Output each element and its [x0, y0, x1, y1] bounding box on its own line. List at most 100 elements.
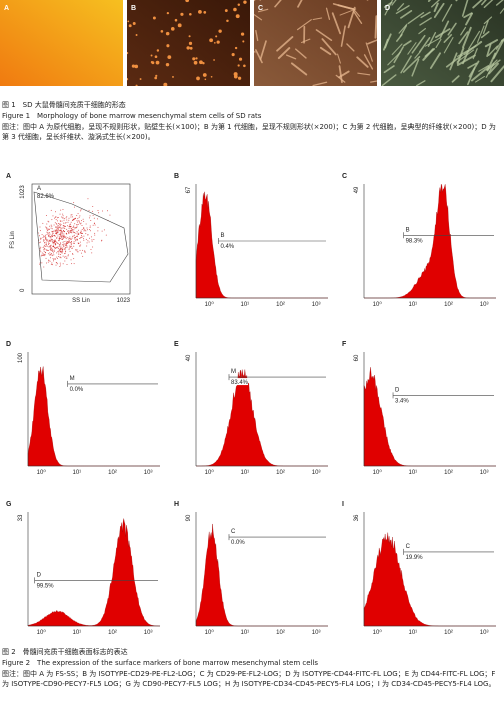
event — [92, 210, 94, 212]
event — [50, 224, 52, 226]
event — [50, 209, 52, 211]
event — [39, 241, 41, 243]
cell — [338, 65, 343, 84]
x-tick-label: 10³ — [480, 630, 489, 636]
cell — [237, 76, 242, 80]
cell — [391, 0, 397, 6]
event — [49, 245, 51, 247]
event — [87, 229, 89, 231]
event — [66, 246, 68, 248]
event — [105, 234, 107, 236]
histogram — [27, 518, 161, 627]
cell — [150, 54, 153, 57]
event — [52, 241, 54, 243]
cell — [277, 47, 291, 60]
event — [55, 226, 57, 228]
event — [64, 228, 66, 230]
gate-percent: 99.5% — [37, 583, 55, 589]
micrograph-image: B — [127, 0, 250, 86]
event — [54, 211, 56, 213]
cell — [216, 40, 220, 44]
cell — [468, 60, 480, 78]
cell — [478, 64, 490, 72]
event — [79, 241, 81, 243]
event — [78, 233, 80, 235]
event — [43, 244, 45, 246]
event — [79, 232, 81, 234]
cell — [325, 7, 331, 20]
event — [80, 231, 82, 233]
event — [80, 236, 82, 238]
cell — [195, 57, 198, 60]
cell — [213, 42, 216, 44]
cell — [374, 15, 377, 39]
gate — [33, 191, 129, 283]
gate-label: A — [37, 186, 41, 192]
event — [44, 248, 46, 250]
event — [60, 237, 62, 239]
event — [53, 224, 55, 226]
event — [58, 225, 60, 227]
cell — [384, 0, 394, 16]
x-tick-label: 10³ — [312, 470, 321, 476]
x-tick-label: 10³ — [312, 302, 321, 308]
cell — [337, 4, 354, 10]
event — [80, 234, 82, 236]
event — [80, 223, 82, 225]
event — [73, 242, 75, 244]
event — [47, 232, 49, 234]
event — [57, 224, 59, 226]
histogram — [27, 366, 160, 467]
event — [65, 232, 67, 234]
event — [57, 230, 59, 232]
event — [89, 230, 91, 232]
event — [72, 230, 74, 232]
event — [57, 227, 59, 229]
cell — [196, 76, 200, 81]
event — [40, 246, 42, 248]
event — [90, 236, 92, 238]
cell — [188, 41, 193, 46]
event — [73, 263, 75, 265]
event — [60, 209, 62, 211]
background — [127, 0, 250, 86]
event — [51, 239, 53, 241]
event — [83, 239, 85, 241]
event — [37, 232, 39, 234]
event — [50, 246, 52, 248]
background — [381, 0, 504, 86]
event — [94, 232, 96, 234]
event — [81, 224, 83, 226]
event — [62, 241, 64, 243]
panel-label: D — [385, 5, 390, 12]
event — [86, 227, 88, 229]
event — [81, 228, 83, 230]
event — [46, 223, 48, 225]
cell — [128, 24, 132, 28]
cell — [435, 38, 442, 49]
event — [66, 219, 68, 221]
event — [44, 254, 46, 256]
event — [65, 217, 67, 219]
percent-bg — [35, 581, 54, 589]
event — [40, 255, 42, 257]
event — [83, 227, 85, 229]
flow-plot: H 90 10⁰ 10¹ 10² 10³ C 0.0% — [174, 501, 328, 636]
gate-percent: 0.4% — [220, 244, 234, 250]
event — [62, 217, 64, 219]
cell — [457, 45, 477, 57]
gate-label: C — [231, 529, 236, 535]
event — [83, 235, 85, 237]
event — [54, 244, 56, 246]
event — [70, 214, 72, 216]
event — [46, 239, 48, 241]
gate-label: M — [231, 369, 236, 375]
cell — [447, 22, 457, 36]
cell — [254, 13, 263, 21]
panel-label: I — [342, 501, 344, 508]
event — [47, 229, 49, 231]
event — [45, 245, 47, 247]
cell — [414, 51, 421, 59]
event — [61, 251, 63, 253]
event — [76, 224, 78, 226]
